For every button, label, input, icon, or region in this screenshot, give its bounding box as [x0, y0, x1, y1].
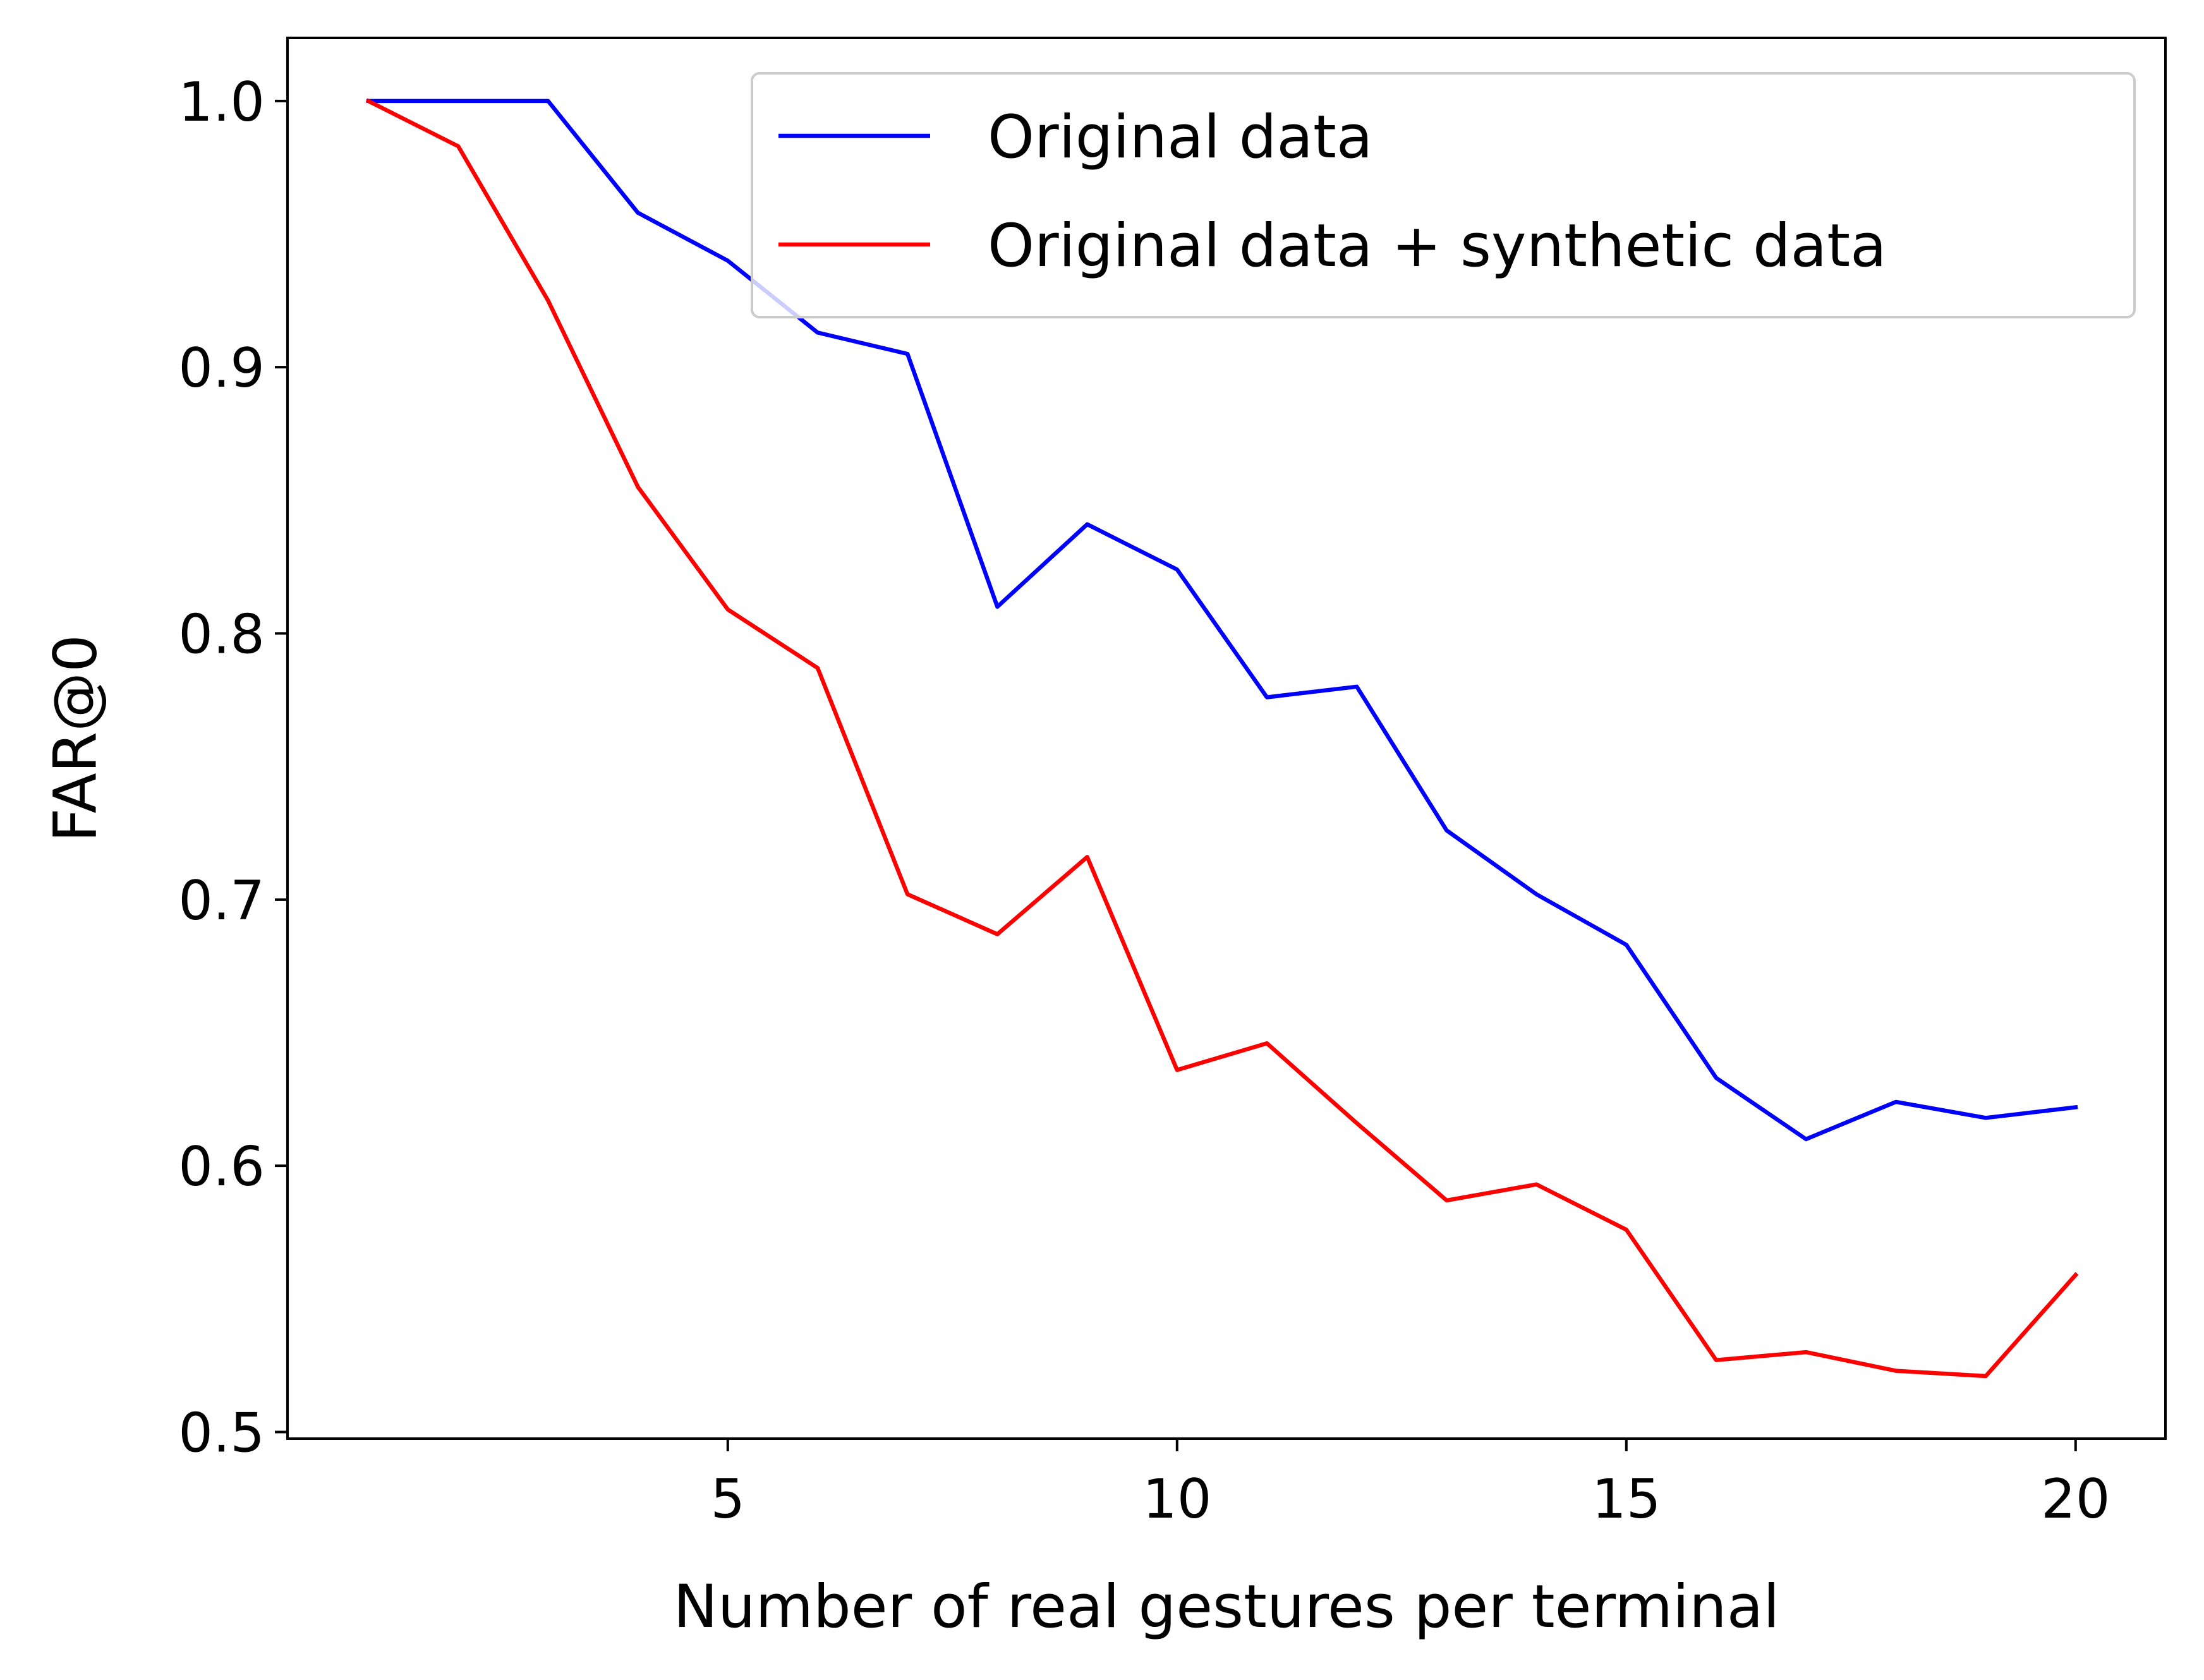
- x-tick-label: 15: [1592, 1468, 1661, 1531]
- y-tick-label: 0.9: [178, 337, 265, 400]
- y-tick-label: 0.6: [178, 1135, 265, 1199]
- x-tick-label: 5: [710, 1468, 745, 1531]
- series-lines: [365, 98, 2079, 1379]
- x-tick-label: 10: [1142, 1468, 1211, 1531]
- legend-label-1: Original data: [988, 103, 1372, 172]
- legend-box: [751, 72, 2136, 318]
- y-tick-label: 0.7: [178, 869, 265, 933]
- x-axis-label: Number of real gestures per terminal: [674, 1573, 1780, 1641]
- legend-label-2: Original data + synthetic data: [988, 212, 1887, 281]
- y-tick-label: 1.0: [178, 71, 265, 134]
- legend: Original data Original data + synthetic d…: [751, 72, 2136, 318]
- y-axis-label: FAR@0: [42, 634, 111, 842]
- y-tick-label: 0.8: [178, 603, 265, 666]
- y-tick-label: 0.5: [178, 1401, 265, 1465]
- plot-area-frame: [286, 37, 2167, 1440]
- x-tick-label: 20: [2041, 1468, 2110, 1531]
- series-line-2: [365, 98, 2079, 1379]
- series-line-1: [366, 99, 2078, 1142]
- x-axis-ticks: 5 10 15 20: [710, 1439, 2110, 1531]
- y-axis-ticks: 0.5 0.6 0.7 0.8 0.9 1.0: [178, 71, 288, 1465]
